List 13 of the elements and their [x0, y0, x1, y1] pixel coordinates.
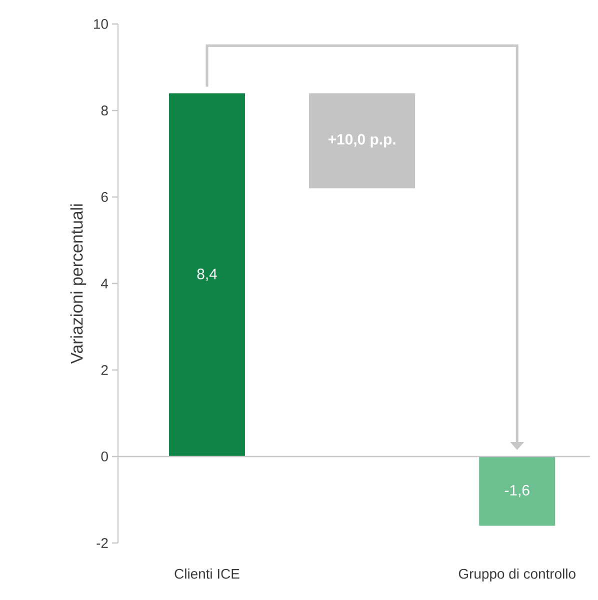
- data-label: 8,4: [197, 268, 217, 282]
- y-tick-label: 2: [101, 365, 108, 375]
- annotation: +10,0 p.p.: [328, 134, 396, 148]
- y-tick-label: 4: [101, 278, 108, 288]
- y-tick-label: 8: [101, 106, 108, 116]
- y-tick-label: 0: [101, 452, 108, 462]
- data-label: -1,6: [504, 484, 530, 498]
- y-tick-label: -2: [96, 538, 108, 548]
- y-tick-label: 10: [94, 19, 108, 29]
- x-tick-label: Clienti ICE: [174, 568, 240, 579]
- y-tick-label: 6: [101, 192, 108, 202]
- x-tick-label: Gruppo di controllo: [458, 568, 576, 582]
- y-axis-title: Variazioni percentuali: [70, 204, 86, 364]
